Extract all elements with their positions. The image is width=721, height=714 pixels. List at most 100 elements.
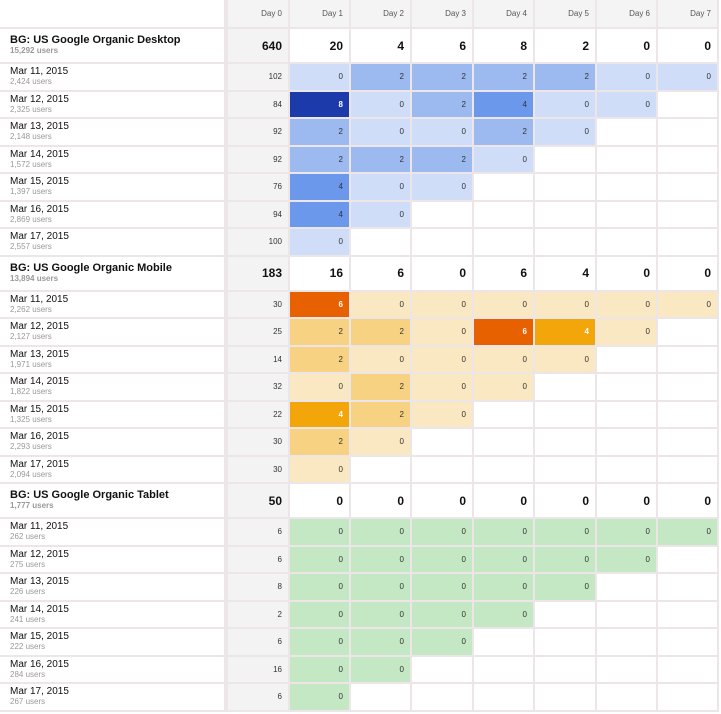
retention-cell[interactable]: 2 — [412, 91, 474, 119]
retention-cell[interactable]: 0 — [474, 146, 535, 174]
retention-cell[interactable]: 0 — [412, 174, 474, 202]
retention-cell[interactable]: 0 — [351, 201, 412, 229]
retention-cell[interactable]: 0 — [412, 519, 474, 547]
retention-cell[interactable]: 6 — [474, 319, 535, 347]
column-header[interactable]: Day 4 — [474, 0, 535, 29]
retention-cell[interactable]: 14 — [228, 346, 290, 374]
retention-cell[interactable]: 76 — [228, 174, 290, 202]
segment-header[interactable]: BG: US Google Organic Tablet 1,777 users — [0, 484, 228, 519]
cohort-row-label[interactable]: Mar 16, 2015 284 users — [0, 656, 228, 684]
retention-cell[interactable]: 0 — [351, 601, 412, 629]
retention-cell[interactable]: 0 — [351, 91, 412, 119]
cohort-row-label[interactable]: Mar 17, 2015 267 users — [0, 684, 228, 712]
column-header[interactable]: Day 7 — [658, 0, 719, 29]
retention-cell[interactable]: 0 — [290, 656, 351, 684]
cohort-row-label[interactable]: Mar 13, 2015 2,148 users — [0, 119, 228, 147]
retention-cell[interactable]: 0 — [412, 374, 474, 402]
retention-cell[interactable]: 84 — [228, 91, 290, 119]
retention-cell[interactable]: 30 — [228, 456, 290, 484]
retention-cell[interactable]: 0 — [658, 64, 719, 92]
retention-cell[interactable]: 0 — [412, 319, 474, 347]
retention-cell[interactable]: 30 — [228, 429, 290, 457]
retention-cell[interactable]: 30 — [228, 291, 290, 319]
retention-cell[interactable]: 0 — [658, 519, 719, 547]
cohort-row-label[interactable]: Mar 16, 2015 2,869 users — [0, 201, 228, 229]
retention-cell[interactable]: 22 — [228, 401, 290, 429]
cohort-row-label[interactable]: Mar 17, 2015 2,094 users — [0, 456, 228, 484]
retention-cell[interactable]: 0 — [474, 601, 535, 629]
retention-cell[interactable]: 0 — [474, 346, 535, 374]
retention-cell[interactable]: 0 — [290, 374, 351, 402]
retention-cell[interactable]: 0 — [290, 519, 351, 547]
retention-cell[interactable]: 2 — [290, 146, 351, 174]
retention-cell[interactable]: 0 — [474, 546, 535, 574]
segment-header[interactable]: BG: US Google Organic Desktop 15,292 user… — [0, 29, 228, 64]
retention-cell[interactable]: 0 — [290, 64, 351, 92]
cohort-row-label[interactable]: Mar 13, 2015 226 users — [0, 574, 228, 602]
cohort-row-label[interactable]: Mar 11, 2015 2,424 users — [0, 64, 228, 92]
retention-cell[interactable]: 2 — [351, 146, 412, 174]
retention-cell[interactable]: 0 — [351, 291, 412, 319]
retention-cell[interactable]: 2 — [290, 319, 351, 347]
retention-cell[interactable]: 2 — [474, 64, 535, 92]
retention-cell[interactable]: 0 — [351, 629, 412, 657]
retention-cell[interactable]: 0 — [351, 119, 412, 147]
retention-cell[interactable]: 0 — [351, 546, 412, 574]
cohort-row-label[interactable]: Mar 15, 2015 1,397 users — [0, 174, 228, 202]
retention-cell[interactable]: 16 — [228, 656, 290, 684]
retention-cell[interactable]: 0 — [412, 601, 474, 629]
retention-cell[interactable]: 92 — [228, 119, 290, 147]
column-header[interactable]: Day 0 — [228, 0, 290, 29]
retention-cell[interactable]: 92 — [228, 146, 290, 174]
retention-cell[interactable]: 2 — [351, 319, 412, 347]
retention-cell[interactable]: 2 — [412, 64, 474, 92]
retention-cell[interactable]: 8 — [290, 91, 351, 119]
retention-cell[interactable]: 0 — [290, 456, 351, 484]
retention-cell[interactable]: 0 — [474, 519, 535, 547]
retention-cell[interactable]: 2 — [290, 119, 351, 147]
retention-cell[interactable]: 2 — [228, 601, 290, 629]
retention-cell[interactable]: 94 — [228, 201, 290, 229]
cohort-row-label[interactable]: Mar 11, 2015 262 users — [0, 519, 228, 547]
retention-cell[interactable]: 0 — [290, 601, 351, 629]
cohort-row-label[interactable]: Mar 14, 2015 241 users — [0, 601, 228, 629]
retention-cell[interactable]: 4 — [290, 401, 351, 429]
retention-cell[interactable]: 0 — [351, 346, 412, 374]
cohort-row-label[interactable]: Mar 13, 2015 1,971 users — [0, 346, 228, 374]
retention-cell[interactable]: 0 — [412, 574, 474, 602]
cohort-row-label[interactable]: Mar 17, 2015 2,557 users — [0, 229, 228, 257]
retention-cell[interactable]: 0 — [412, 401, 474, 429]
cohort-row-label[interactable]: Mar 14, 2015 1,572 users — [0, 146, 228, 174]
retention-cell[interactable]: 0 — [290, 574, 351, 602]
retention-cell[interactable]: 6 — [228, 684, 290, 712]
retention-cell[interactable]: 0 — [597, 546, 658, 574]
cohort-row-label[interactable]: Mar 15, 2015 1,325 users — [0, 401, 228, 429]
retention-cell[interactable]: 2 — [474, 119, 535, 147]
retention-cell[interactable]: 4 — [474, 91, 535, 119]
retention-cell[interactable]: 0 — [412, 546, 474, 574]
retention-cell[interactable]: 0 — [351, 429, 412, 457]
retention-cell[interactable]: 6 — [290, 291, 351, 319]
retention-cell[interactable]: 0 — [412, 629, 474, 657]
retention-cell[interactable]: 4 — [290, 201, 351, 229]
retention-cell[interactable]: 0 — [351, 174, 412, 202]
retention-cell[interactable]: 0 — [474, 374, 535, 402]
retention-cell[interactable]: 2 — [290, 346, 351, 374]
retention-cell[interactable]: 6 — [228, 519, 290, 547]
retention-cell[interactable]: 0 — [290, 229, 351, 257]
column-header[interactable]: Day 5 — [535, 0, 597, 29]
retention-cell[interactable]: 0 — [351, 574, 412, 602]
column-header[interactable]: Day 3 — [412, 0, 474, 29]
retention-cell[interactable]: 0 — [535, 91, 597, 119]
retention-cell[interactable]: 32 — [228, 374, 290, 402]
retention-cell[interactable]: 0 — [535, 574, 597, 602]
cohort-row-label[interactable]: Mar 14, 2015 1,822 users — [0, 374, 228, 402]
column-header[interactable]: Day 1 — [290, 0, 351, 29]
retention-cell[interactable]: 100 — [228, 229, 290, 257]
retention-cell[interactable]: 0 — [535, 519, 597, 547]
retention-cell[interactable]: 0 — [535, 346, 597, 374]
retention-cell[interactable]: 4 — [535, 319, 597, 347]
retention-cell[interactable]: 2 — [351, 374, 412, 402]
retention-cell[interactable]: 4 — [290, 174, 351, 202]
retention-cell[interactable]: 0 — [412, 291, 474, 319]
